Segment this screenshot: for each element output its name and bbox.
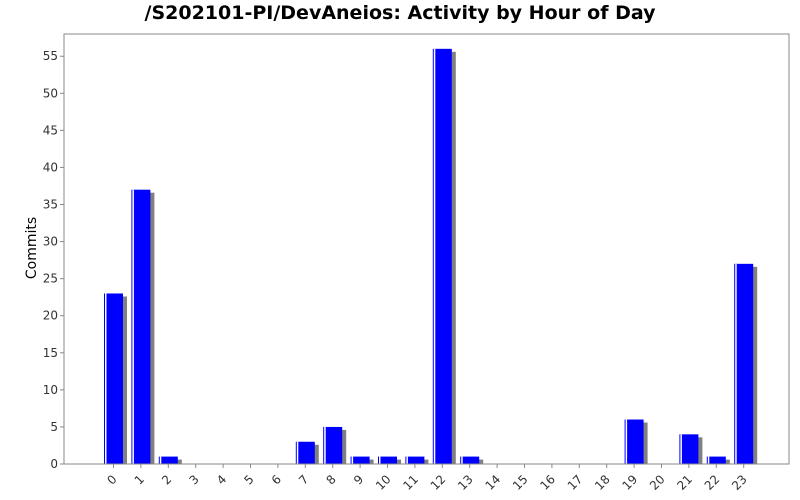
y-tick-label: 20 (43, 309, 58, 323)
y-tick-label: 25 (43, 272, 58, 286)
bar-hour-1 (131, 189, 151, 465)
y-tick-label: 45 (43, 123, 58, 137)
y-tick-label: 55 (43, 49, 58, 63)
bar-hour-23 (734, 263, 754, 464)
x-tick-label: 12 (428, 472, 449, 493)
chart-title: /S202101-PI/DevAneios: Activity by Hour … (144, 2, 656, 24)
x-tick-label: 1 (132, 472, 147, 487)
y-tick-label: 30 (43, 235, 58, 249)
bar-highlight (159, 456, 162, 464)
bar-hour-13 (460, 456, 480, 464)
x-tick-label: 22 (702, 472, 723, 493)
x-tick-label: 5 (241, 472, 256, 487)
x-tick-label: 14 (483, 472, 504, 493)
bars-layer (104, 48, 758, 465)
bar-hour-8 (323, 426, 343, 464)
y-tick-label: 40 (43, 160, 58, 174)
x-tick-label: 11 (400, 472, 421, 493)
x-tick-label: 9 (351, 472, 366, 487)
bar-highlight (324, 426, 326, 464)
x-tick-label: 7 (296, 472, 311, 487)
x-tick-label: 15 (510, 472, 531, 493)
bar-hour-11 (405, 456, 425, 464)
x-ticks-layer: 0 1 2 3 4 5 6 7 8 9 10 11 12 13 14 15 16 17 18 19 20 21 22 23 (104, 464, 750, 493)
bar-hour-2 (158, 456, 178, 464)
bar-hour-0 (104, 293, 123, 464)
x-tick-label: 18 (592, 472, 613, 493)
x-tick-label: 4 (214, 472, 229, 487)
x-tick-label: 8 (324, 472, 339, 487)
y-tick-label: 50 (43, 86, 58, 100)
y-tick-label: 10 (43, 383, 58, 397)
bar-highlight (351, 456, 354, 464)
axes-layer (60, 33, 790, 465)
bar-highlight (406, 456, 408, 464)
y-ticks-layer: 0 5 10 15 20 25 30 35 40 45 50 55 (43, 49, 64, 471)
bar-hour-9 (350, 456, 370, 464)
y-tick-label: 0 (50, 457, 58, 471)
bar-highlight (433, 48, 436, 465)
x-tick-label: 23 (729, 472, 750, 493)
bar-hour-7 (295, 441, 315, 464)
bar-highlight (296, 441, 299, 464)
bar-hour-12 (432, 48, 452, 465)
x-tick-label: 19 (620, 472, 641, 493)
bar-highlight (735, 263, 737, 464)
y-tick-label: 15 (43, 346, 58, 360)
x-tick-label: 17 (565, 472, 586, 493)
x-tick-label: 6 (269, 472, 284, 487)
plot-frame (63, 33, 790, 465)
bar-hour-21 (679, 434, 699, 464)
x-tick-label: 10 (373, 472, 394, 493)
bar-highlight (625, 419, 628, 464)
bar-highlight (707, 456, 710, 464)
x-tick-label: 21 (674, 472, 695, 493)
x-tick-label: 3 (187, 472, 202, 487)
x-tick-label: 16 (537, 472, 558, 493)
y-tick-label: 35 (43, 198, 58, 212)
bar-hour-10 (378, 456, 397, 464)
bar-highlight (105, 293, 107, 464)
y-tick-label: 5 (50, 420, 58, 434)
bar-highlight (132, 189, 134, 465)
x-tick-label: 20 (647, 472, 668, 493)
bar-highlight (379, 456, 381, 464)
bar-hour-22 (706, 456, 726, 464)
x-tick-label: 13 (455, 472, 476, 493)
bar-highlight (680, 434, 682, 464)
x-tick-label: 2 (159, 472, 174, 487)
x-tick-label: 0 (104, 472, 119, 487)
bar-highlight (461, 456, 463, 464)
bar-hour-19 (624, 419, 644, 464)
